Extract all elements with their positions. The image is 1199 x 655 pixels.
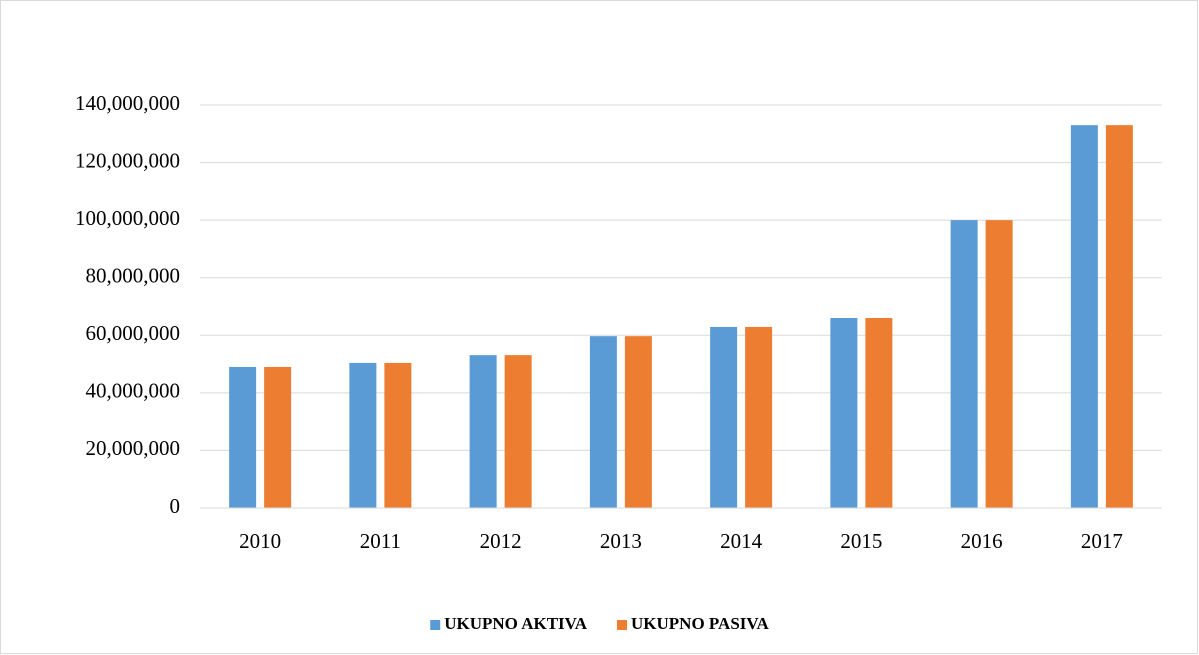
bar [624,336,652,508]
x-tick-label: 2016 [961,529,1003,553]
bar [229,366,257,508]
x-tick-label: 2014 [720,529,763,553]
y-tick-label: 60,000,000 [86,321,181,345]
legend-swatch [430,620,441,630]
bar [745,326,773,508]
bar [469,355,497,508]
y-tick-label: 140,000,000 [75,91,180,115]
bar [1070,125,1098,509]
x-tick-label: 2013 [600,529,642,553]
bar [865,318,893,508]
bar [950,220,978,508]
bar [264,366,292,508]
legend-label: UKUPNO PASIVA [631,614,769,633]
y-tick-label: 40,000,000 [86,379,181,403]
legend-label: UKUPNO AKTIVA [444,614,588,633]
x-tick-label: 2015 [840,529,882,553]
bar [384,362,412,508]
bar [830,318,858,508]
y-tick-label: 20,000,000 [86,436,181,460]
y-tick-label: 120,000,000 [75,148,180,172]
bar [710,326,738,508]
x-tick-label: 2017 [1081,529,1123,553]
x-tick-label: 2010 [239,529,281,553]
y-tick-label: 80,000,000 [86,264,181,288]
bar [589,336,617,508]
bar [1105,125,1133,509]
y-tick-label: 0 [170,494,181,518]
bar [985,220,1013,508]
y-tick-label: 100,000,000 [75,206,180,230]
x-tick-label: 2011 [360,529,401,553]
x-tick-label: 2012 [480,529,522,553]
legend-swatch [617,620,628,630]
bar [349,362,377,508]
bar [504,355,532,508]
